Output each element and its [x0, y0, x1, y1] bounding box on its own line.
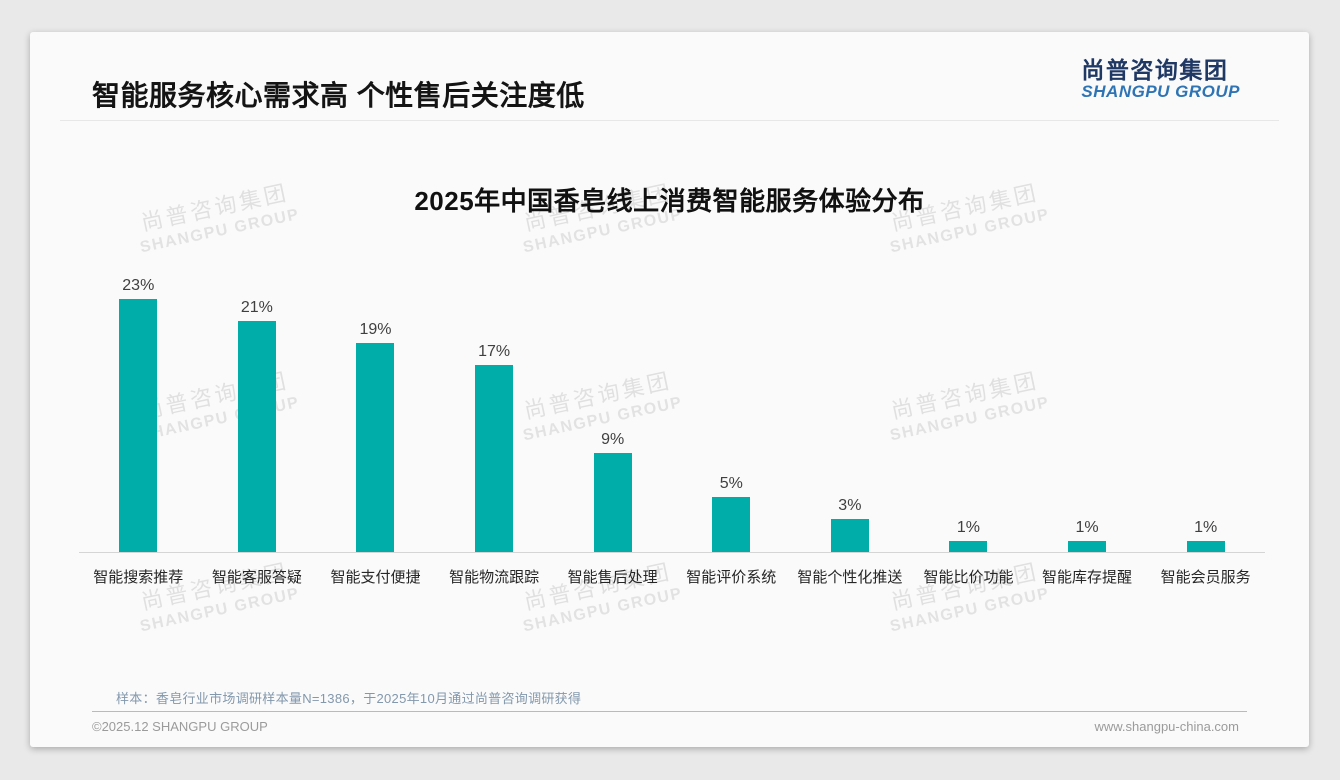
slide-card: 尚普咨询集团 SHANGPU GROUP 尚普咨询集团 SHANGPU GROUP 尚普… [30, 32, 1309, 747]
bar-group: 5% [672, 475, 791, 552]
footer-bar: ©2025.12 SHANGPU GROUP www.shangpu-china… [92, 719, 1239, 734]
sample-note: 样本：香皂行业市场调研样本量N=1386，于2025年10月通过尚普咨询调研获得 [116, 691, 582, 706]
bar-group: 19% [316, 321, 435, 552]
bar [1186, 541, 1225, 552]
bar-value-label: 19% [359, 321, 392, 338]
page-title: 智能服务核心需求高 个性售后关注度低 [92, 80, 585, 111]
bar-value-label: 1% [956, 519, 981, 536]
category-label: 智能客服答疑 [211, 569, 302, 586]
category-label: 智能会员服务 [1160, 569, 1251, 586]
bar [1068, 541, 1107, 552]
bar [949, 541, 988, 552]
bar-value-label: 5% [719, 475, 743, 492]
bar-value-label: 9% [601, 431, 625, 448]
bars-row: 23% 21% 19% 17% 9% 5% 3% 1% 1% 1% [79, 277, 1265, 553]
labels-row: 智能搜索推荐 智能客服答疑 智能支付便捷 智能物流跟踪 智能售后处理 智能评价系统 智能个性… [79, 553, 1265, 587]
category-label: 智能支付便捷 [330, 569, 421, 586]
category-label: 智能评价系统 [686, 569, 777, 586]
footer-divider [92, 711, 1247, 712]
category-label: 智能个性化推送 [797, 569, 903, 586]
website-url: www.shangpu-china.com [1094, 719, 1239, 734]
category-label: 智能比价功能 [923, 569, 1014, 586]
chart-title: 2025年中国香皂线上消费智能服务体验分布 [414, 186, 925, 216]
slide-content: 智能服务核心需求高 个性售后关注度低 尚普咨询集团 SHANGPU GROUP … [30, 32, 1309, 747]
bar-group: 9% [553, 431, 672, 552]
logo-english-text: SHANGPU GROUP [1081, 82, 1240, 102]
company-logo: 尚普咨询集团 SHANGPU GROUP [1081, 57, 1240, 102]
bar [119, 299, 158, 552]
bar-value-label: 1% [1075, 519, 1099, 536]
bar [712, 497, 751, 552]
bar-chart: 23% 21% 19% 17% 9% 5% 3% 1% 1% 1% 智能搜索推荐 智能客服答疑 智能支… [79, 277, 1265, 587]
bar-value-label: 17% [478, 343, 511, 360]
category-label: 智能售后处理 [567, 569, 658, 586]
bar [593, 453, 632, 552]
bar [237, 321, 276, 552]
bar-value-label: 3% [838, 497, 862, 514]
bar-group: 21% [198, 299, 317, 552]
bar-value-label: 23% [122, 277, 155, 294]
bar-group: 3% [791, 497, 910, 552]
bar-value-label: 21% [240, 299, 273, 316]
bar-group: 1% [909, 519, 1028, 552]
category-label: 智能库存提醒 [1042, 569, 1133, 586]
bar [475, 365, 514, 552]
header-divider [60, 120, 1279, 121]
category-label: 智能搜索推荐 [93, 569, 184, 586]
logo-chinese-text: 尚普咨询集团 [1081, 57, 1229, 83]
bar-group: 17% [435, 343, 554, 552]
copyright-text: ©2025.12 SHANGPU GROUP [92, 719, 268, 734]
bar [356, 343, 395, 552]
bar-value-label: 1% [1194, 519, 1218, 536]
bar [830, 519, 869, 552]
bar-group: 23% [79, 277, 198, 552]
category-label: 智能物流跟踪 [449, 569, 540, 586]
bar-group: 1% [1028, 519, 1147, 552]
bar-group: 1% [1146, 519, 1265, 552]
